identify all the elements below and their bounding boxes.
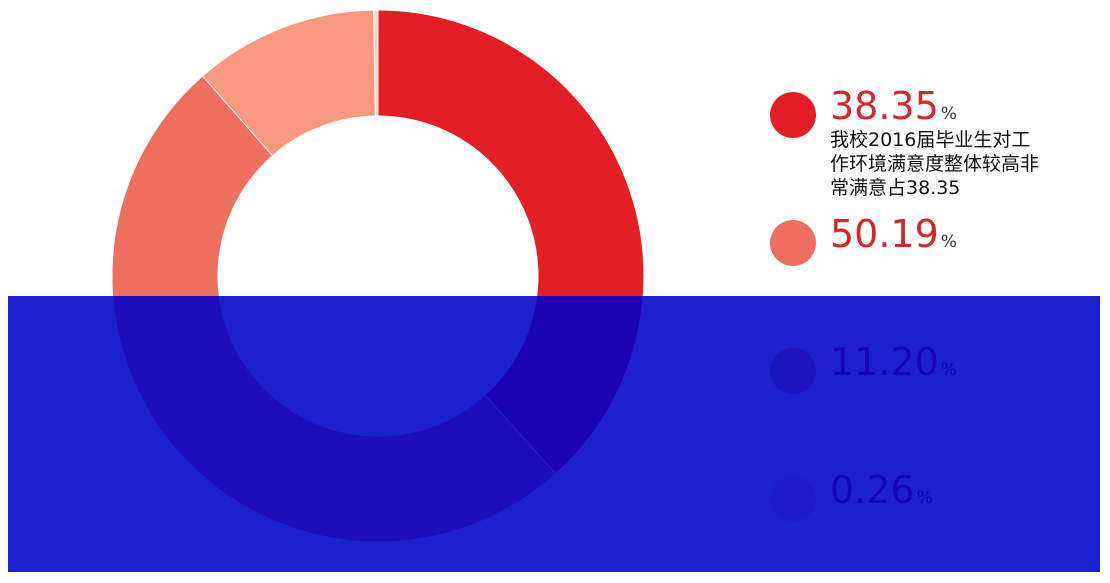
value-label: 50.19% [830, 212, 957, 256]
legend-swatch [770, 92, 816, 138]
legend-swatch [770, 220, 816, 266]
pie-slice [373, 9, 379, 117]
overlay [8, 296, 1100, 572]
legend-description: 我校2016届毕业生对工作环境满意度整体较高非常满意占38.35 [830, 129, 1040, 199]
value-label: 38.35% [830, 84, 957, 128]
